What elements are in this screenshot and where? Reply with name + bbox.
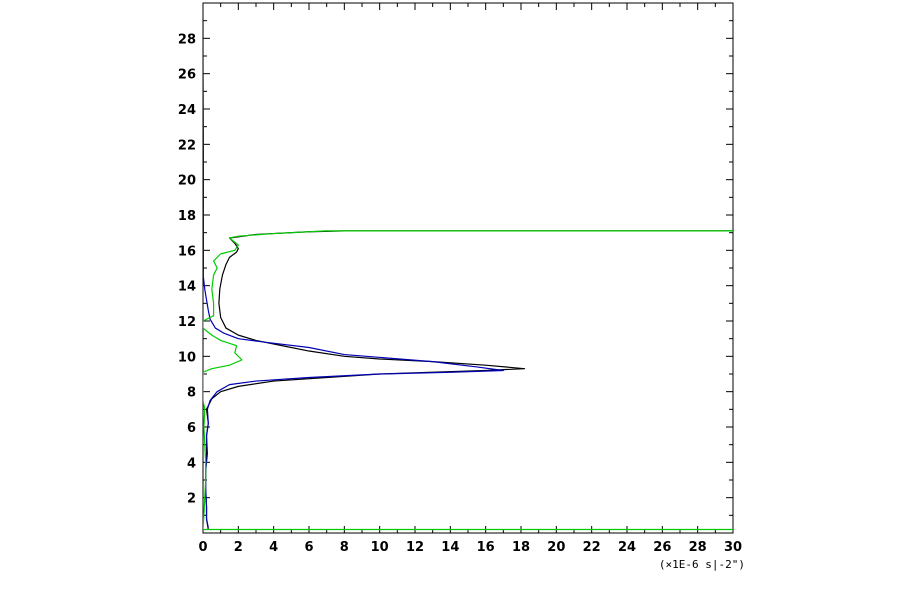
x-tick-label: 24 — [618, 540, 636, 555]
x-tick-label: 20 — [547, 540, 565, 555]
x-tick-label: 22 — [583, 540, 601, 555]
x-unit-label: (×1E-6 s|-2") — [659, 558, 745, 571]
x-tick-label: 26 — [653, 540, 671, 555]
y-tick-label: 26 — [178, 68, 196, 83]
y-tick-label: 6 — [187, 421, 196, 436]
x-tick-label: 0 — [198, 540, 207, 555]
y-tick-label: 28 — [178, 32, 196, 47]
y-tick-label: 18 — [178, 209, 196, 224]
x-tick-label: 2 — [234, 540, 243, 555]
y-tick-label: 22 — [178, 138, 196, 153]
series-line-0 — [205, 230, 733, 530]
series-line-1 — [203, 20, 504, 528]
x-tick-label: 10 — [371, 540, 389, 555]
axis-ticks — [202, 2, 734, 534]
y-tick-label: 4 — [187, 456, 196, 471]
y-tick-label: 8 — [187, 386, 196, 401]
series-group — [203, 20, 733, 531]
y-tick-label: 20 — [178, 174, 196, 189]
y-tick-label: 12 — [178, 315, 196, 330]
x-tick-label: 16 — [477, 540, 495, 555]
x-tick-label: 8 — [340, 540, 349, 555]
x-tick-label: 28 — [689, 540, 707, 555]
plot-frame — [202, 2, 734, 534]
x-tick-label: 14 — [441, 540, 459, 555]
x-tick-label: 6 — [304, 540, 313, 555]
x-tick-label: 30 — [724, 540, 742, 555]
series-line-2 — [203, 230, 733, 530]
y-tick-label: 10 — [178, 350, 196, 365]
y-tick-label: 2 — [187, 492, 196, 507]
y-tick-label: 16 — [178, 244, 196, 259]
y-tick-label: 24 — [178, 103, 196, 118]
tick-labels: 0 2 4 6 8 10 12 14 16 18 20 22 24 26 28 302468101214161… — [178, 32, 742, 555]
x-tick-label: 4 — [269, 540, 278, 555]
x-tick-label: 12 — [406, 540, 424, 555]
x-tick-label: 18 — [512, 540, 530, 555]
y-tick-label: 14 — [178, 280, 196, 295]
